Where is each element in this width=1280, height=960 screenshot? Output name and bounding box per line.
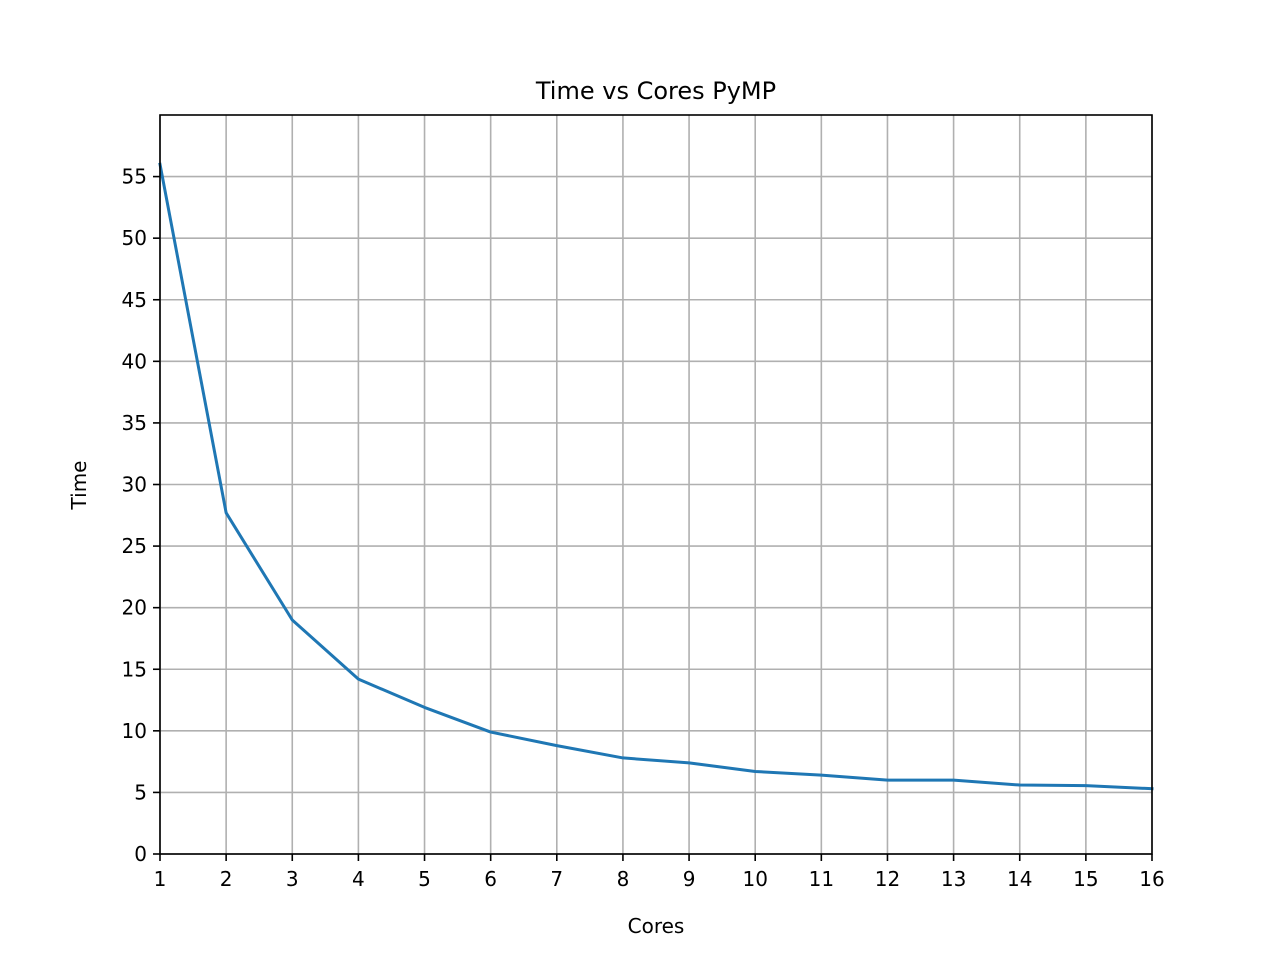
y-tick-label: 35 xyxy=(122,411,147,435)
x-tick-label: 11 xyxy=(809,867,834,891)
x-tick-label: 2 xyxy=(220,867,233,891)
y-tick-label: 15 xyxy=(122,657,147,681)
y-tick-label: 0 xyxy=(134,842,147,866)
y-tick-label: 40 xyxy=(122,349,147,373)
x-tick-label: 9 xyxy=(683,867,696,891)
y-tick-label: 25 xyxy=(122,534,147,558)
x-tick-label: 5 xyxy=(418,867,431,891)
y-tick-label: 20 xyxy=(122,596,147,620)
y-tick-label: 10 xyxy=(122,719,147,743)
x-tick-label: 13 xyxy=(941,867,966,891)
x-tick-label: 7 xyxy=(550,867,563,891)
y-tick-label: 50 xyxy=(122,226,147,250)
x-tick-label: 4 xyxy=(352,867,365,891)
x-axis-title: Cores xyxy=(628,914,685,938)
x-tick-label: 15 xyxy=(1073,867,1098,891)
y-axis-ticks: 0 5 10 15 20 25 30 35 40 45 50 55 xyxy=(122,165,160,866)
y-axis-title: Time xyxy=(67,461,91,511)
y-tick-label: 30 xyxy=(122,473,147,497)
x-tick-label: 8 xyxy=(617,867,630,891)
y-tick-label: 55 xyxy=(122,165,147,189)
series-line xyxy=(158,162,1154,791)
x-tick-label: 12 xyxy=(875,867,900,891)
x-tick-label: 14 xyxy=(1007,867,1032,891)
y-tick-label: 5 xyxy=(134,780,147,804)
series-layer xyxy=(158,162,1154,791)
x-tick-label: 10 xyxy=(742,867,767,891)
grid-lines xyxy=(159,115,1153,855)
x-axis-ticks: 1 2 3 4 5 6 7 8 9 10 11 12 13 14 15 16 xyxy=(154,854,1165,891)
y-tick-label: 45 xyxy=(122,288,147,312)
x-tick-label: 16 xyxy=(1139,867,1164,891)
x-tick-label: 3 xyxy=(286,867,299,891)
x-tick-label: 1 xyxy=(154,867,167,891)
chart-title: Time vs Cores PyMP xyxy=(535,77,776,105)
x-tick-label: 6 xyxy=(484,867,497,891)
